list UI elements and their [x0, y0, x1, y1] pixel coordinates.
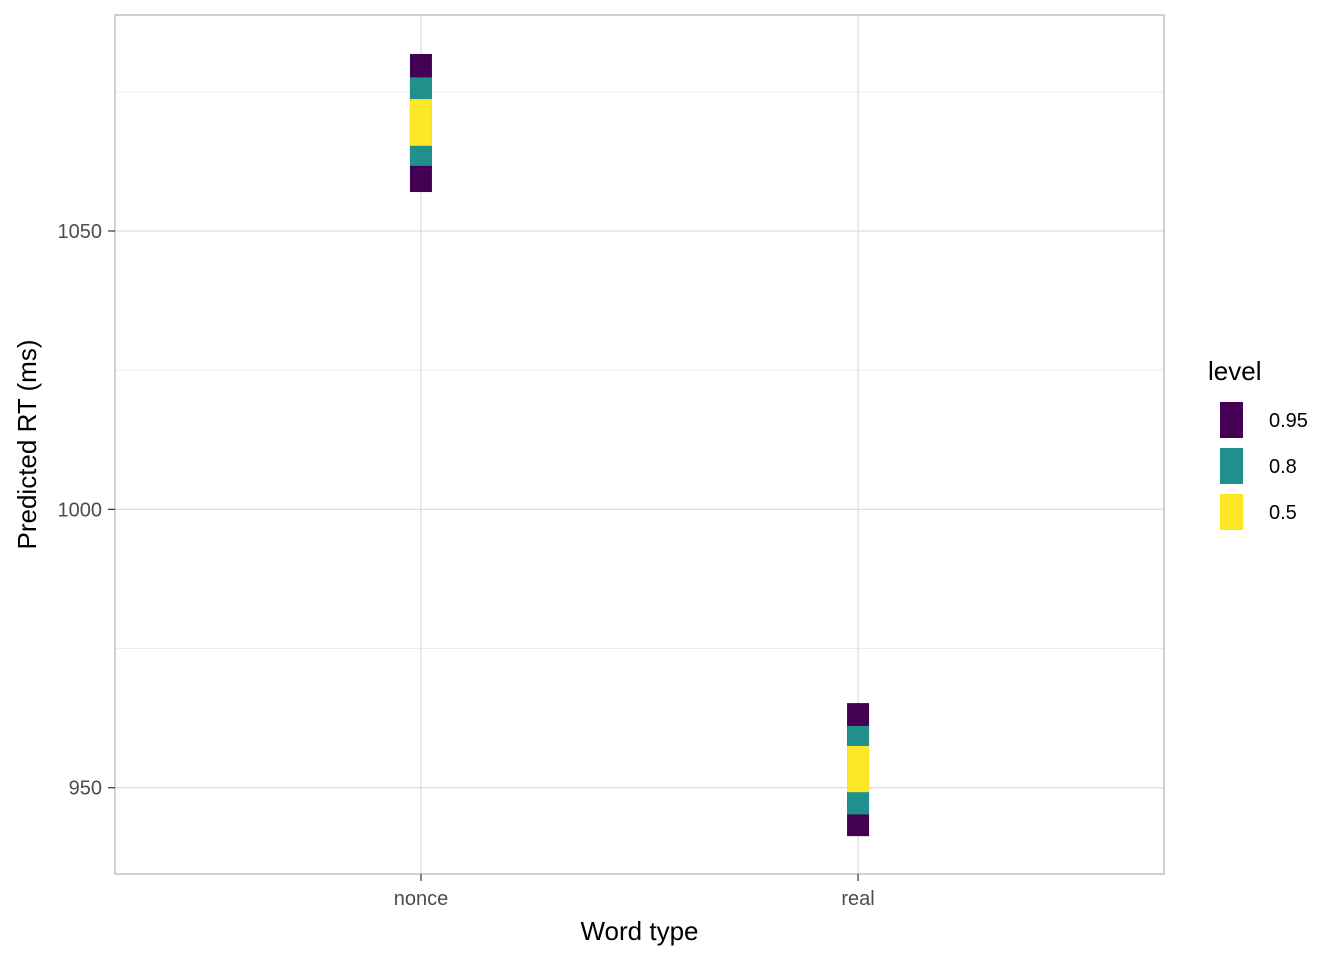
- x-tick-label: nonce: [394, 888, 449, 910]
- x-tick-label: real: [841, 888, 874, 910]
- legend-title: level: [1208, 356, 1261, 386]
- x-axis: nonce real: [394, 874, 875, 910]
- legend-label: 0.5: [1269, 502, 1297, 524]
- x-axis-title: Word type: [580, 916, 698, 946]
- interval-real-0.5: [847, 745, 870, 793]
- interval-nonce-0.5: [409, 99, 432, 146]
- legend-swatch: [1220, 402, 1243, 438]
- legend: level 0.95 0.8 0.5: [1208, 356, 1308, 530]
- panel-border: [114, 14, 1165, 875]
- y-tick-label: 1000: [58, 499, 103, 521]
- interval-bars: [409, 53, 870, 837]
- y-tick-label: 1050: [58, 221, 103, 243]
- legend-label: 0.8: [1269, 456, 1297, 478]
- y-tick-label: 950: [69, 778, 102, 800]
- y-axis-title: Predicted RT (ms): [12, 340, 42, 550]
- legend-swatch: [1220, 494, 1243, 530]
- legend-label: 0.95: [1269, 410, 1308, 432]
- y-axis: 950 1000 1050: [58, 221, 115, 800]
- legend-swatch: [1220, 448, 1243, 484]
